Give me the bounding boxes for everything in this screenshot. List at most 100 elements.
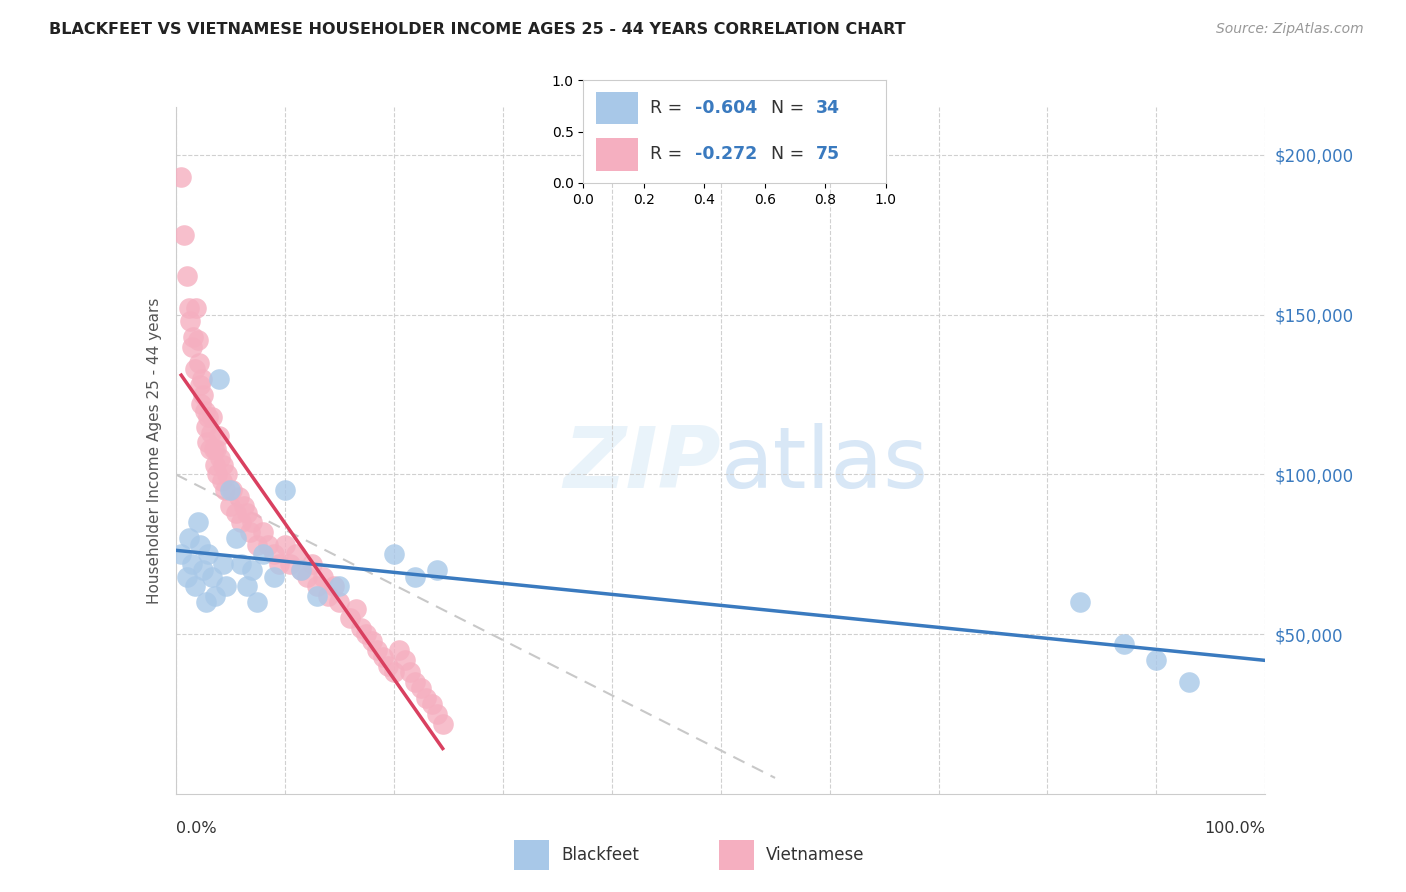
Point bbox=[208, 371, 231, 385]
Point bbox=[170, 170, 193, 185]
Point bbox=[344, 601, 367, 615]
Point bbox=[214, 483, 236, 498]
Point bbox=[1144, 653, 1167, 667]
Text: N =: N = bbox=[770, 145, 810, 163]
Point bbox=[246, 595, 269, 609]
Point bbox=[176, 269, 198, 284]
Point bbox=[186, 301, 208, 316]
Point bbox=[191, 387, 214, 401]
Point bbox=[215, 467, 238, 482]
Point bbox=[211, 557, 233, 571]
Point bbox=[366, 643, 388, 657]
Point bbox=[221, 483, 243, 498]
Bar bbox=[718, 839, 754, 870]
Text: R =: R = bbox=[650, 145, 688, 163]
Point bbox=[204, 589, 226, 603]
Point bbox=[350, 621, 373, 635]
Point bbox=[181, 340, 204, 354]
Point bbox=[426, 706, 449, 721]
Point bbox=[356, 627, 378, 641]
Point bbox=[181, 557, 204, 571]
Text: -0.604: -0.604 bbox=[696, 99, 758, 117]
Point bbox=[195, 435, 218, 450]
Point bbox=[1069, 595, 1091, 609]
Point bbox=[377, 659, 399, 673]
Point bbox=[394, 653, 416, 667]
Point bbox=[231, 557, 253, 571]
Point bbox=[274, 538, 297, 552]
Point bbox=[388, 643, 411, 657]
Text: Source: ZipAtlas.com: Source: ZipAtlas.com bbox=[1216, 22, 1364, 37]
Point bbox=[318, 589, 340, 603]
Point bbox=[211, 474, 233, 488]
Point bbox=[409, 681, 432, 696]
Point bbox=[202, 442, 225, 456]
Point bbox=[420, 698, 443, 712]
Point bbox=[257, 538, 280, 552]
Point bbox=[307, 579, 329, 593]
Point bbox=[201, 409, 224, 424]
Point bbox=[269, 557, 291, 571]
Point bbox=[201, 569, 224, 583]
Point bbox=[312, 569, 335, 583]
Point bbox=[173, 227, 195, 242]
Point bbox=[371, 649, 394, 664]
Point bbox=[194, 403, 217, 417]
Point bbox=[198, 442, 221, 456]
Point bbox=[188, 378, 211, 392]
Point bbox=[211, 458, 233, 472]
Point bbox=[208, 429, 231, 443]
Point bbox=[181, 330, 204, 344]
Point bbox=[328, 579, 350, 593]
Point bbox=[252, 547, 274, 561]
Text: Vietnamese: Vietnamese bbox=[766, 846, 865, 863]
Point bbox=[240, 516, 263, 530]
Point bbox=[339, 611, 361, 625]
Point bbox=[186, 516, 209, 530]
Point bbox=[328, 595, 350, 609]
Point bbox=[190, 397, 212, 411]
Point bbox=[415, 691, 437, 706]
Point bbox=[191, 371, 214, 385]
Point bbox=[274, 483, 297, 498]
Point bbox=[191, 563, 214, 577]
Text: 100.0%: 100.0% bbox=[1205, 822, 1265, 837]
Point bbox=[179, 314, 201, 328]
Point bbox=[278, 557, 301, 571]
Point bbox=[205, 442, 228, 456]
Point bbox=[200, 425, 222, 440]
Point bbox=[252, 524, 274, 539]
Bar bbox=[515, 839, 550, 870]
Point bbox=[360, 633, 382, 648]
Y-axis label: Householder Income Ages 25 - 44 years: Householder Income Ages 25 - 44 years bbox=[146, 297, 162, 604]
Point bbox=[195, 419, 218, 434]
Point bbox=[219, 500, 242, 514]
Point bbox=[228, 490, 250, 504]
Point bbox=[263, 569, 285, 583]
Text: atlas: atlas bbox=[721, 423, 928, 506]
Point bbox=[426, 563, 449, 577]
Point bbox=[405, 569, 427, 583]
Text: Blackfeet: Blackfeet bbox=[561, 846, 640, 863]
Point bbox=[405, 675, 427, 690]
Point bbox=[184, 579, 207, 593]
Point bbox=[432, 716, 454, 731]
Text: ZIP: ZIP bbox=[562, 423, 721, 506]
Point bbox=[225, 506, 247, 520]
Point bbox=[284, 547, 307, 561]
Point bbox=[188, 538, 211, 552]
Point bbox=[225, 531, 247, 545]
Point bbox=[322, 579, 344, 593]
Point bbox=[246, 538, 269, 552]
Point bbox=[307, 589, 329, 603]
Point bbox=[209, 451, 232, 466]
Point bbox=[184, 362, 207, 376]
Text: 34: 34 bbox=[817, 99, 841, 117]
Point bbox=[170, 547, 193, 561]
Point bbox=[177, 301, 200, 316]
Point bbox=[204, 458, 226, 472]
Point bbox=[290, 563, 312, 577]
Text: N =: N = bbox=[770, 99, 810, 117]
Point bbox=[205, 467, 228, 482]
Point bbox=[235, 506, 257, 520]
